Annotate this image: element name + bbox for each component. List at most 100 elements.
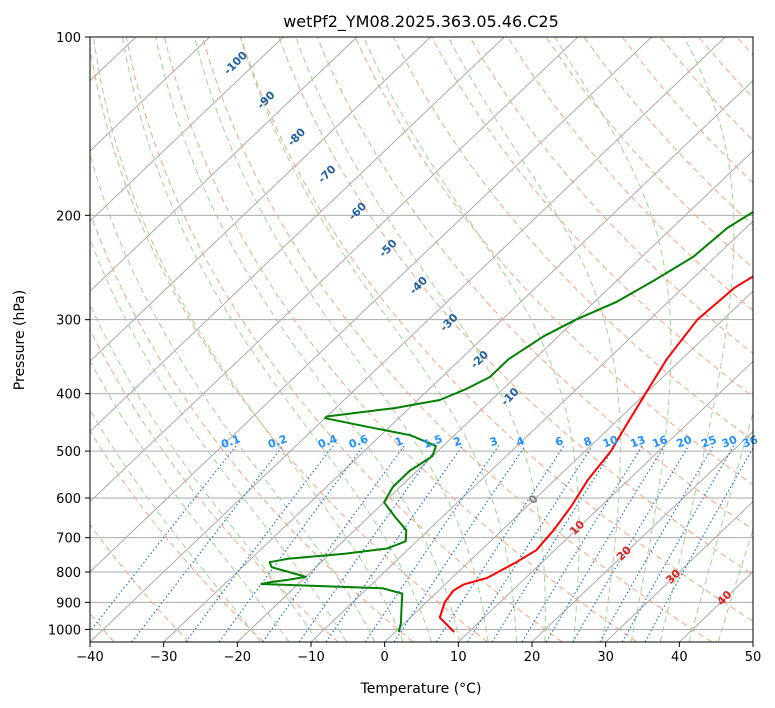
moist-adiabat-line xyxy=(447,37,621,642)
x-tick-label: 10 xyxy=(450,650,467,665)
dry-adiabat-line xyxy=(90,211,414,642)
mixing-ratio-line xyxy=(393,445,526,642)
mixing-ratio-label: 0.2 xyxy=(266,432,289,451)
dry-adiabat-line xyxy=(507,37,753,312)
isotherm-line xyxy=(90,37,284,222)
mixing-ratio-line xyxy=(262,445,405,642)
series-layer xyxy=(260,210,753,633)
mixing-ratio-line xyxy=(572,445,690,642)
isotherm-line xyxy=(457,360,753,642)
mixing-ratio-label: 4 xyxy=(515,434,527,449)
mixing-ratio-label: 2 xyxy=(452,434,464,449)
y-tick-label: 800 xyxy=(56,566,81,581)
mixing-ratio-line xyxy=(131,445,284,642)
moist-adiabat-line xyxy=(688,410,753,642)
mixing-ratio-line xyxy=(435,445,565,642)
mixing-ratio-label: 10 xyxy=(601,433,620,451)
mixing-ratio-label: 20 xyxy=(675,433,694,451)
x-tick-label: 30 xyxy=(597,650,614,665)
mixing-ratio-label: 36 xyxy=(741,433,760,451)
isotherm-line xyxy=(531,430,753,642)
temperature-profile-line xyxy=(438,275,753,633)
y-axis: 100 200 300 400 500 600 700 800 900 1000 xyxy=(48,31,90,638)
moist-adiabat-line xyxy=(90,152,376,642)
mixing-ratio-label: 1 xyxy=(393,434,405,449)
moist-adiabat-line xyxy=(90,237,347,642)
isotherm-line xyxy=(90,37,210,152)
chart-title: wetPf2_YM08.2025.363.05.46.C25 xyxy=(283,12,559,32)
mixing-ratio-label: 13 xyxy=(628,433,647,450)
dry-adiabat-line xyxy=(163,37,638,642)
x-tick-label: −20 xyxy=(224,650,251,665)
moist-adiabat-line xyxy=(363,37,580,642)
background-lines xyxy=(90,37,753,642)
y-axis-label: Pressure (hPa) xyxy=(12,290,28,390)
mixing-ratio-label: 1.5 xyxy=(421,432,444,451)
isotherm-line xyxy=(605,500,753,642)
moist-adiabat-line xyxy=(295,37,546,642)
isotherm-line xyxy=(90,37,505,433)
moist-adiabat-line xyxy=(239,37,517,642)
y-tick-label: 700 xyxy=(56,532,81,547)
dry-adiabat-line xyxy=(316,37,753,531)
isotherm-line xyxy=(384,290,753,642)
plot-frame xyxy=(89,36,754,643)
dewpoint-profile-line xyxy=(260,210,753,633)
isotherm-line xyxy=(90,37,358,292)
isotherm-line xyxy=(163,80,753,642)
mixing-ratio-line xyxy=(644,447,753,642)
y-tick-label: 400 xyxy=(56,388,81,403)
moist-adiabat-line xyxy=(155,37,461,642)
y-tick-label: 500 xyxy=(56,445,81,460)
y-tick-label: 300 xyxy=(56,314,81,329)
moist-adiabat-line xyxy=(659,37,735,642)
dry-adiabat-line xyxy=(392,37,753,442)
dry-adiabat-line xyxy=(90,45,488,642)
y-tick-label: 900 xyxy=(56,596,81,611)
x-tick-label: 40 xyxy=(671,650,688,665)
y-tick-label: 100 xyxy=(56,31,81,46)
x-tick-label: −10 xyxy=(297,650,324,665)
dry-adiabat-line xyxy=(469,37,753,355)
isotherm-line xyxy=(310,220,753,642)
moist-adiabat-line xyxy=(717,527,753,642)
mixing-ratio-line xyxy=(466,445,593,642)
x-tick-label: −40 xyxy=(76,650,103,665)
moist-adiabat-line xyxy=(122,37,432,642)
dry-adiabat-line xyxy=(125,37,563,642)
isotherm-line xyxy=(90,37,652,573)
x-tick-label: 0 xyxy=(381,650,389,665)
mixing-ratio-line xyxy=(364,445,500,642)
y-tick-label: 200 xyxy=(56,209,81,224)
moist-adiabat-line xyxy=(90,303,319,642)
mixing-ratio-line xyxy=(90,445,237,633)
x-axis: −40 −30 −20 −10 0 10 20 30 40 50 xyxy=(76,642,761,665)
dry-adiabat-line xyxy=(354,37,753,486)
y-tick-label: 600 xyxy=(56,492,81,507)
dry-adiabat-line xyxy=(90,328,339,642)
mixing-ratio-label: 0.6 xyxy=(347,432,370,451)
mixing-ratio-label: 16 xyxy=(651,433,670,451)
mixing-ratio-line xyxy=(325,445,463,642)
isotherm-line xyxy=(90,37,431,363)
dry-adiabat-line xyxy=(240,37,753,622)
mixing-ratio-label: 0.1 xyxy=(219,432,242,451)
dry-adiabat-line xyxy=(202,37,712,642)
moist-adiabat-line xyxy=(90,359,290,642)
isotherm-line xyxy=(90,37,579,503)
moist-adiabat-line xyxy=(554,37,672,642)
dry-adiabat-line xyxy=(431,37,753,398)
x-tick-label: 20 xyxy=(524,650,541,665)
mixing-ratio-label: 25 xyxy=(699,433,718,450)
mixing-ratio-line xyxy=(185,445,334,642)
mixing-ratio-label: 30 xyxy=(720,433,739,451)
mixing-ratio-line xyxy=(521,445,643,642)
mixing-ratio-line xyxy=(491,445,616,642)
mixing-ratio-label: 3 xyxy=(488,434,500,449)
dry-adiabat-line xyxy=(278,37,753,576)
moist-adiabat-line xyxy=(93,37,404,642)
moist-adiabat-line xyxy=(90,408,261,642)
x-axis-label: Temperature (°C) xyxy=(360,681,482,697)
